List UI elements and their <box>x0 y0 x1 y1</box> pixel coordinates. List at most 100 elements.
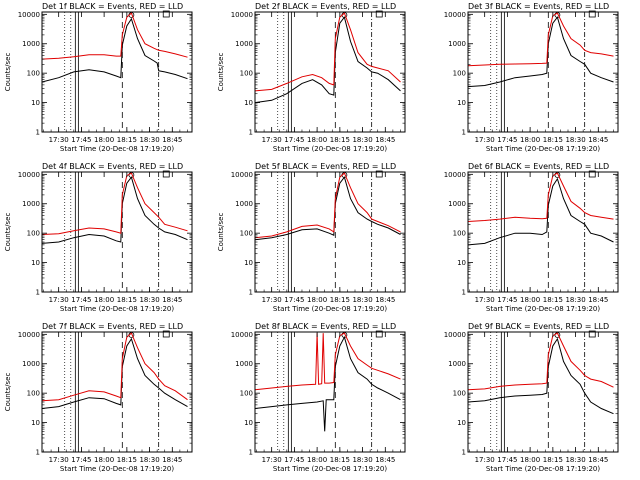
y-tick-label: 100 <box>240 230 253 238</box>
y-tick-label: 100 <box>27 230 40 238</box>
x-tick-label: 18:00 <box>520 296 540 304</box>
series-events <box>41 17 188 83</box>
x-tick-label: 17:30 <box>475 456 495 464</box>
panel-title: Det 5f BLACK = Events, RED = LLD <box>255 162 396 171</box>
marker-box <box>162 10 170 18</box>
x-tick-label: 17:45 <box>71 296 91 304</box>
panel-title: Det 9f BLACK = Events, RED = LLD <box>468 322 609 331</box>
marker-box <box>375 10 383 18</box>
x-tick-label: 18:00 <box>94 456 114 464</box>
x-tick-label: 18:15 <box>543 456 563 464</box>
x-tick-label: 17:45 <box>284 296 304 304</box>
x-axis-label: Start Time (20-Dec-08 17:19:20) <box>486 465 600 473</box>
x-tick-label: 18:45 <box>375 456 395 464</box>
y-tick-label: 1 <box>462 449 466 457</box>
series-events <box>254 176 401 241</box>
x-tick-label: 18:30 <box>352 296 372 304</box>
panel-title: Det 6f BLACK = Events, RED = LLD <box>468 162 609 171</box>
x-tick-label: 17:30 <box>475 136 495 144</box>
x-tick-label: 17:45 <box>284 136 304 144</box>
x-axis-label: Start Time (20-Dec-08 17:19:20) <box>60 465 174 473</box>
x-tick-label: 18:45 <box>162 296 182 304</box>
x-tick-label: 17:30 <box>262 136 282 144</box>
y-tick-label: 1 <box>249 449 253 457</box>
y-tick-label: 10 <box>457 99 466 107</box>
y-tick-label: 100 <box>27 390 40 398</box>
plot-frame <box>41 331 193 453</box>
series-events <box>467 337 614 415</box>
y-axis-label: Counts/sec <box>217 213 225 252</box>
x-axis-label: Start Time (20-Dec-08 17:19:20) <box>60 145 174 153</box>
marker-box <box>588 330 596 338</box>
x-tick-label: 18:45 <box>375 136 395 144</box>
panel-title: Det 3f BLACK = Events, RED = LLD <box>468 2 609 11</box>
y-axis-label: Counts/sec <box>217 53 225 92</box>
y-tick-label: 1000 <box>235 40 253 48</box>
y-tick-label: 1 <box>462 129 466 137</box>
x-tick-label: 18:15 <box>117 296 137 304</box>
panel-1: Det 1f BLACK = Events, RED = LLD Counts/s… <box>4 2 193 153</box>
plot-frame <box>467 11 619 133</box>
x-axis-label: Start Time (20-Dec-08 17:19:20) <box>273 465 387 473</box>
x-tick-label: 18:30 <box>139 136 159 144</box>
y-tick-label: 1 <box>249 129 253 137</box>
x-axis-label: Start Time (20-Dec-08 17:19:20) <box>486 145 600 153</box>
plot-frame <box>467 331 619 453</box>
marker-box <box>588 10 596 18</box>
x-tick-label: 18:30 <box>352 456 372 464</box>
x-tick-label: 17:30 <box>475 296 495 304</box>
y-tick-label: 1 <box>36 289 40 297</box>
y-tick-label: 10 <box>244 259 253 267</box>
marker-box <box>162 330 170 338</box>
y-tick-label: 1 <box>36 129 40 137</box>
y-tick-label: 10 <box>457 259 466 267</box>
panel-5: Det 5f BLACK = Events, RED = LLD Counts/s… <box>217 162 406 313</box>
x-tick-label: 18:15 <box>117 456 137 464</box>
x-tick-label: 18:15 <box>330 136 350 144</box>
y-tick-label: 1 <box>36 449 40 457</box>
y-tick-label: 100 <box>27 70 40 78</box>
x-tick-label: 18:15 <box>543 136 563 144</box>
x-tick-label: 17:30 <box>49 456 69 464</box>
y-tick-label: 10000 <box>18 171 40 179</box>
x-tick-label: 18:00 <box>307 136 327 144</box>
series-events <box>254 335 401 432</box>
y-tick-label: 100 <box>453 390 466 398</box>
y-tick-label: 10 <box>31 419 40 427</box>
y-tick-label: 100 <box>453 70 466 78</box>
x-tick-label: 17:45 <box>497 296 517 304</box>
plot-frame <box>41 171 193 293</box>
marker-box <box>588 170 596 178</box>
plot-frame <box>254 331 406 453</box>
marker-box <box>375 330 383 338</box>
y-tick-label: 1000 <box>448 360 466 368</box>
marker-box <box>375 170 383 178</box>
x-tick-label: 17:45 <box>284 456 304 464</box>
y-tick-label: 1000 <box>235 360 253 368</box>
y-tick-label: 10 <box>244 99 253 107</box>
x-tick-label: 18:00 <box>307 296 327 304</box>
y-tick-label: 100 <box>240 70 253 78</box>
panel-6: Det 6f BLACK = Events, RED = LLD 1 10 100 10… <box>444 162 619 313</box>
x-tick-label: 18:00 <box>520 456 540 464</box>
x-tick-label: 18:45 <box>162 456 182 464</box>
y-axis-label: Counts/sec <box>4 53 12 92</box>
x-tick-label: 17:45 <box>497 456 517 464</box>
x-tick-label: 18:00 <box>307 456 327 464</box>
series-events <box>254 16 401 104</box>
x-tick-label: 18:00 <box>520 136 540 144</box>
plot-frame <box>41 11 193 133</box>
plot-frame <box>467 171 619 293</box>
series-events <box>467 177 614 246</box>
plot-frame <box>254 11 406 133</box>
y-tick-label: 10 <box>457 419 466 427</box>
y-tick-label: 10000 <box>444 11 466 19</box>
x-axis-label: Start Time (20-Dec-08 17:19:20) <box>486 305 600 313</box>
y-axis-label: Counts/sec <box>4 213 12 252</box>
y-tick-label: 10000 <box>444 171 466 179</box>
series-lld <box>41 332 188 402</box>
y-tick-label: 1000 <box>22 360 40 368</box>
panel-9: Det 9f BLACK = Events, RED = LLD 1 10 100 10… <box>444 322 619 473</box>
x-axis-label: Start Time (20-Dec-08 17:19:20) <box>273 305 387 313</box>
series-lld <box>254 12 401 92</box>
